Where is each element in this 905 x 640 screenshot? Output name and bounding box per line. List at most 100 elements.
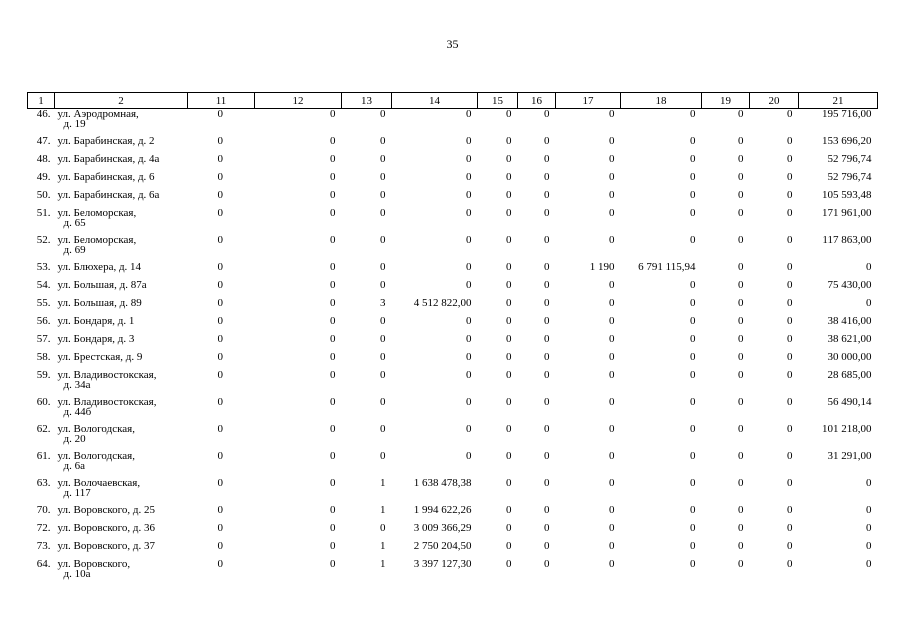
cell-col-12: 0 [330,315,336,327]
cell-col-13: 1 [380,504,386,516]
row-number: 64. [36,558,51,570]
cell-col-20: 0 [787,333,793,345]
cell-col-21: 117 863,00 [822,234,872,246]
cell-col-21: 101 218,00 [822,423,872,435]
cell-col-15: 0 [506,369,512,381]
address-line: ул. Владивостокская, [57,396,157,408]
cell-col-11: 0 [217,477,224,489]
cell-col-18: 0 [690,333,696,345]
cell-col-19: 0 [738,396,744,408]
cell-col-17: 0 [609,504,615,516]
cell-col-21: 56 490,14 [827,396,872,408]
cell-col-14: 0 [466,450,472,462]
address-cell: ул. Владивостокская, д. 34а [55,370,188,397]
column-header: 20 [749,92,799,109]
cell-col-16: 0 [544,423,550,435]
cell-col-15: 0 [506,279,512,291]
cell-col-18: 0 [690,234,696,246]
cell-col-15: 0 [506,540,512,552]
cell-col-17: 0 [609,189,615,201]
cell-col-14: 3 397 127,30 [413,558,472,570]
cell-col-14: 0 [466,333,472,345]
cell-col-11: 0 [217,315,224,327]
address-cell: ул. Беломорская, д. 69 [55,235,188,262]
cell-col-17: 0 [609,135,615,147]
table-row: 59. ул. Владивостокская, д. 34а 0 0 0 0 0 0 0 0 0 0 2… [28,370,878,397]
cell-col-11: 0 [217,522,224,534]
address-line: д. 10а [63,568,91,580]
cell-col-18: 0 [690,279,696,291]
cell-col-19: 0 [738,450,744,462]
cell-col-18: 0 [690,504,696,516]
address-line: ул. Вологодская, [57,450,135,462]
cell-col-21: 31 291,00 [827,450,872,462]
cell-col-17: 0 [609,351,615,363]
cell-col-18: 0 [690,207,696,219]
cell-col-15: 0 [506,189,512,201]
cell-col-16: 0 [544,540,550,552]
cell-col-17: 0 [609,369,615,381]
cell-col-11: 0 [217,234,224,246]
address-cell: ул. Большая, д. 89 [55,298,188,316]
cell-col-15: 0 [506,351,512,363]
address-cell: ул. Большая, д. 87а [55,280,188,298]
cell-col-14: 0 [466,423,472,435]
row-number: 57. [36,333,51,345]
cell-col-12: 0 [330,558,336,570]
cell-col-12: 0 [330,369,336,381]
cell-col-11: 0 [217,153,224,165]
cell-col-11: 0 [217,450,224,462]
cell-col-12: 0 [330,450,336,462]
cell-col-16: 0 [544,477,550,489]
address-line: д. 69 [63,244,86,256]
address-cell: ул. Блюхера, д. 14 [55,262,188,280]
address-line: ул. Бондаря, д. 3 [57,333,135,345]
cell-col-20: 0 [787,261,793,273]
cell-col-12: 0 [330,522,336,534]
cell-col-13: 0 [380,171,386,183]
column-header: 1 [27,92,55,109]
cell-col-13: 0 [380,153,386,165]
cell-col-19: 0 [738,315,744,327]
table-row: 48. ул. Барабинская, д. 4а 0 0 0 0 0 0 0 0 0 0 52 79… [28,154,878,172]
cell-col-11: 0 [217,207,224,219]
address-line: ул. Воровского, [57,558,131,570]
cell-col-13: 0 [380,135,386,147]
cell-col-16: 0 [544,189,550,201]
cell-col-11: 0 [217,189,224,201]
address-line: ул. Большая, д. 89 [57,297,142,309]
address-line: ул. Бондаря, д. 1 [57,315,135,327]
column-header: 12 [254,92,342,109]
cell-col-15: 0 [506,234,512,246]
cell-col-18: 0 [690,315,696,327]
cell-col-18: 0 [690,351,696,363]
cell-col-21: 75 430,00 [827,279,872,291]
cell-col-13: 0 [380,333,386,345]
cell-col-14: 0 [466,261,472,273]
cell-col-15: 0 [506,450,512,462]
address-line: д. 65 [63,217,86,229]
cell-col-19: 0 [738,279,744,291]
header-row: 1 2 11 12 13 14 15 16 17 18 19 20 21 [27,92,878,109]
cell-col-19: 0 [738,522,744,534]
cell-col-13: 1 [380,477,386,489]
row-number: 59. [36,369,51,381]
address-line: д. 34а [63,379,91,391]
row-number: 51. [36,207,51,219]
cell-col-16: 0 [544,558,550,570]
table-row: 62. ул. Вологодская, д. 20 0 0 0 0 0 0 0 0 0 0 101 21… [28,424,878,451]
cell-col-21: 153 696,20 [822,135,872,147]
cell-col-16: 0 [544,504,550,516]
cell-col-20: 0 [787,135,793,147]
cell-col-15: 0 [506,504,512,516]
cell-col-17: 0 [609,171,615,183]
address-line: ул. Воровского, д. 37 [57,540,155,552]
cell-col-11: 0 [217,540,224,552]
cell-col-15: 0 [506,315,512,327]
column-header: 13 [341,92,392,109]
cell-col-11: 0 [217,396,224,408]
address-cell: ул. Бондаря, д. 3 [55,334,188,352]
cell-col-20: 0 [787,171,793,183]
row-number: 60. [36,396,51,408]
cell-col-16: 0 [544,522,550,534]
